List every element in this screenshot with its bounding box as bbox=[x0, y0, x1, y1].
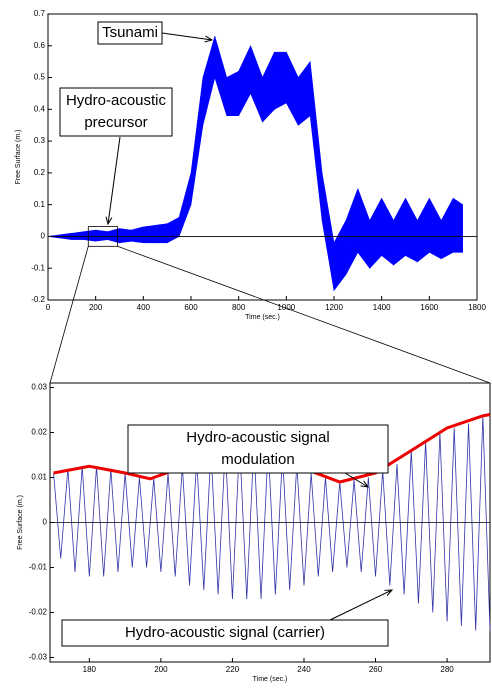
signal-band bbox=[143, 224, 156, 244]
x-tick-label: 0 bbox=[46, 303, 51, 312]
arrow bbox=[344, 472, 368, 487]
x-tick-label: 1600 bbox=[420, 303, 438, 312]
x-tick-label: 260 bbox=[369, 665, 383, 674]
y-tick-label: 0.3 bbox=[34, 136, 46, 145]
annotation: Hydro-acoustic bbox=[66, 92, 167, 109]
signal-band bbox=[71, 231, 85, 240]
x-tick-label: 220 bbox=[226, 665, 240, 674]
y-tick-label: 0.7 bbox=[34, 9, 46, 18]
arrow bbox=[329, 590, 392, 621]
y-tick-label: -0.1 bbox=[31, 263, 45, 272]
annotations: Tsunami Hydro-acoustic precursor Hydro-a… bbox=[59, 21, 392, 647]
signal-band bbox=[119, 228, 132, 244]
x-axis-label: Time (sec.) bbox=[253, 676, 288, 683]
y-tick-label: 0.03 bbox=[31, 383, 47, 392]
signal-band bbox=[226, 70, 239, 116]
x-axis-label: Time (sec.) bbox=[245, 314, 280, 321]
annotation: Hydro-acoustic signal (carrier) bbox=[125, 624, 325, 641]
zoom-line bbox=[117, 245, 491, 384]
annotation: Tsunami bbox=[102, 24, 158, 41]
x-tick-label: 280 bbox=[440, 665, 454, 674]
annotation-box bbox=[127, 424, 389, 474]
y-tick-label: 0.5 bbox=[34, 73, 46, 82]
y-tick-label: -0.03 bbox=[29, 653, 48, 662]
y-tick-label: 0 bbox=[43, 518, 48, 527]
signal-line bbox=[53, 415, 491, 631]
zoom-box bbox=[87, 226, 118, 247]
arrow bbox=[108, 136, 121, 224]
y-tick-label: 0.1 bbox=[34, 200, 46, 209]
signal-band bbox=[154, 223, 168, 244]
y-axis-label: Free Surface (m.) bbox=[17, 495, 24, 550]
x-tick-label: 240 bbox=[297, 665, 311, 674]
signal-band bbox=[95, 229, 108, 242]
signal-band bbox=[274, 51, 287, 110]
x-tick-label: 180 bbox=[83, 665, 97, 674]
annotation-box bbox=[61, 619, 389, 647]
y-tick-label: 0 bbox=[41, 232, 46, 241]
annotation: modulation bbox=[221, 451, 294, 468]
y-tick-label: -0.2 bbox=[31, 295, 45, 304]
y-tick-label: 0.6 bbox=[34, 41, 46, 50]
x-tick-label: 200 bbox=[89, 303, 103, 312]
arrow bbox=[161, 32, 212, 40]
y-tick-label: -0.02 bbox=[29, 608, 48, 617]
x-tick-label: 800 bbox=[232, 303, 246, 312]
y-tick-label: 0.4 bbox=[34, 104, 46, 113]
annotation-box bbox=[59, 87, 173, 137]
zoom-line bbox=[49, 246, 89, 384]
y-tick-label: 0.02 bbox=[31, 428, 47, 437]
x-tick-label: 1000 bbox=[277, 303, 295, 312]
signal-band bbox=[83, 229, 96, 242]
x-tick-label: 1400 bbox=[373, 303, 391, 312]
signal-band bbox=[452, 197, 464, 253]
x-tick-label: 1200 bbox=[325, 303, 343, 312]
y-tick-label: 0.2 bbox=[34, 168, 46, 177]
y-tick-label: -0.01 bbox=[29, 563, 48, 572]
annotation: Hydro-acoustic signal bbox=[186, 429, 329, 446]
x-tick-label: 600 bbox=[184, 303, 198, 312]
x-tick-label: 400 bbox=[137, 303, 151, 312]
y-axis-label: Free Surface (m.) bbox=[15, 130, 22, 185]
x-tick-label: 1800 bbox=[468, 303, 486, 312]
y-tick-label: 0.01 bbox=[31, 473, 47, 482]
annotation: precursor bbox=[84, 114, 147, 131]
x-tick-label: 200 bbox=[154, 665, 168, 674]
